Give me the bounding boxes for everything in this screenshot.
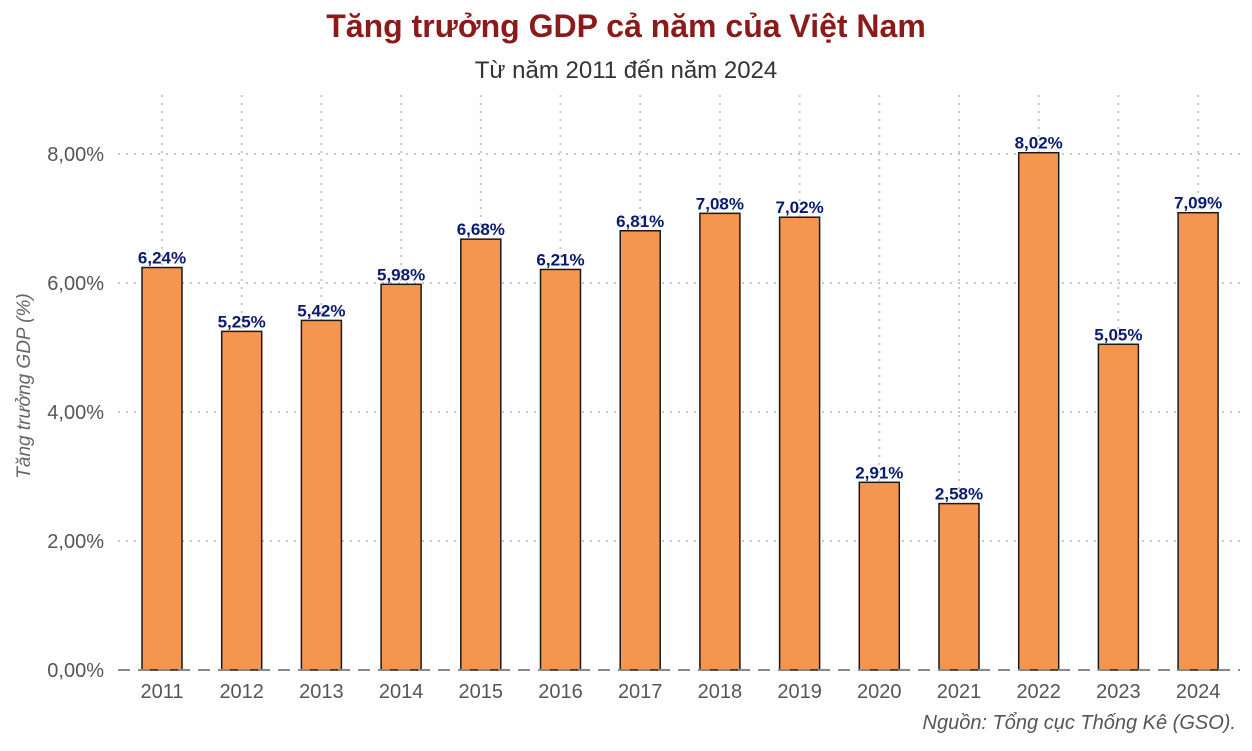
value-label: 6,24%	[138, 249, 186, 268]
chart-title: Tăng trưởng GDP cả năm của Việt Nam	[326, 8, 926, 44]
x-tick-label: 2011	[140, 681, 183, 703]
bar-2017	[619, 230, 661, 671]
y-tick-label: 2,00%	[47, 531, 104, 553]
value-label: 5,25%	[218, 312, 266, 331]
value-label: 5,42%	[297, 301, 345, 320]
value-label: 7,08%	[696, 194, 744, 213]
bar-2013	[300, 319, 343, 671]
x-tick-label: 2020	[857, 681, 902, 703]
bar-2016	[539, 268, 582, 671]
value-label: 7,02%	[775, 198, 823, 217]
bar-2021	[938, 502, 980, 671]
x-tick-label: 2017	[618, 681, 663, 703]
value-label: 5,98%	[377, 265, 425, 284]
bars	[141, 151, 1219, 671]
value-label: 6,68%	[457, 220, 505, 239]
axes: 0,00% 2,00% 4,00% 6,00% 8,00% 2011 2012 2013 201…	[14, 144, 1240, 703]
x-tick-label: 2023	[1096, 681, 1141, 703]
value-label: 5,05%	[1094, 325, 1142, 344]
bar-2023	[1097, 343, 1140, 671]
x-tick-label: 2014	[379, 681, 424, 703]
bar-2015	[460, 238, 502, 671]
x-tick-label: 2012	[219, 681, 264, 703]
source-note: Nguồn: Tổng cục Thống Kê (GSO).	[922, 712, 1237, 734]
y-tick-label: 8,00%	[47, 144, 104, 166]
bar-2014	[380, 283, 422, 671]
bar-2024	[1177, 211, 1219, 671]
value-label: 8,02%	[1015, 134, 1063, 153]
y-tick-label: 4,00%	[47, 402, 104, 424]
value-label: 7,09%	[1174, 194, 1222, 213]
chart-subtitle: Từ năm 2011 đến năm 2024	[474, 57, 778, 84]
bar-2012	[220, 330, 263, 671]
value-label: 2,91%	[855, 463, 903, 482]
y-tick-label: 6,00%	[47, 273, 104, 295]
bar-2020	[858, 481, 901, 671]
x-tick-label: 2015	[459, 681, 504, 703]
y-tick-label: 0,00%	[47, 660, 104, 682]
x-tick-label: 2024	[1176, 681, 1221, 703]
value-label: 2,58%	[935, 485, 983, 504]
bar-2022	[1017, 151, 1060, 671]
x-tick-label: 2019	[777, 681, 822, 703]
x-tick-label: 2016	[538, 681, 583, 703]
value-label: 6,81%	[616, 212, 664, 231]
y-axis-label: Tăng trưởng GDP (%)	[14, 293, 35, 478]
x-tick-label: 2013	[299, 681, 344, 703]
x-tick-label: 2022	[1016, 681, 1061, 703]
value-labels: 6,24% 5,25% 5,42% 5,98% 6,68% 6,21% 6,81% 7,08%…	[138, 134, 1222, 504]
value-label: 6,21%	[536, 250, 584, 269]
bar-2019	[778, 216, 821, 671]
bar-2018	[699, 212, 741, 671]
grid-lines	[118, 95, 1240, 670]
x-tick-label: 2021	[937, 681, 982, 703]
bar-2011	[141, 266, 183, 671]
x-tick-label: 2018	[698, 681, 743, 703]
